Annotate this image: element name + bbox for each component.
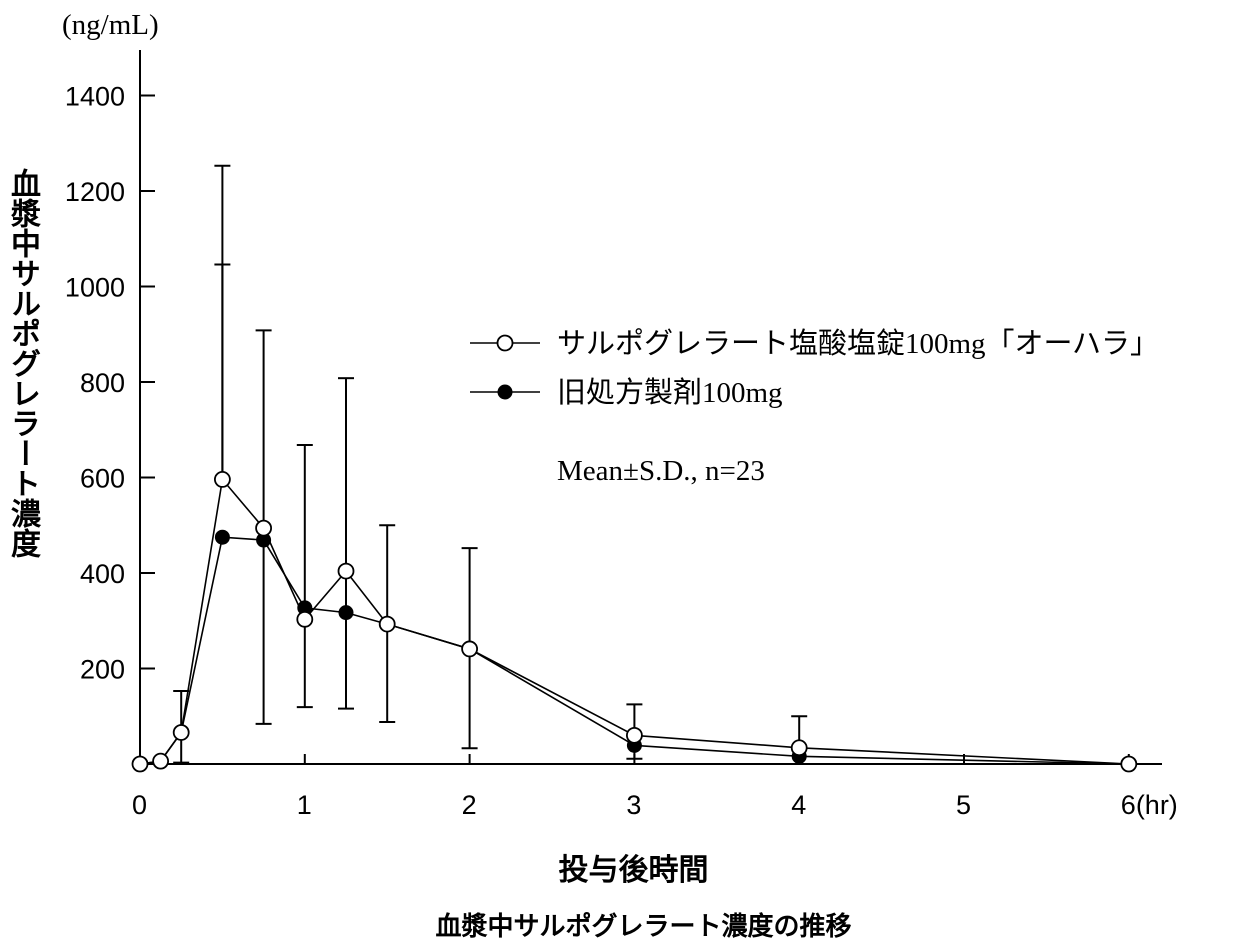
x-axis-title: 投与後時間 [558,853,709,888]
legend-label-reference: 旧処方製剤100mg [557,376,783,409]
caption: 血漿中サルポグレラート濃度の推移 [435,912,852,942]
y-tick-label: 1200 [65,177,125,207]
x-tick-label: 2 [462,790,477,820]
y-axis-title: 血漿中サルポグレラート濃度 [5,168,40,558]
y-tick-label: 1000 [65,273,125,303]
x-axis-title-wrap: 投与後時間 [0,845,1247,889]
data-point-open [172,724,190,741]
data-point-filled [297,600,313,616]
legend-label-test: サルポグレラート塩酸塩錠100mg「オーハラ」 [557,327,1159,360]
x-tick-label: 4 [791,790,806,820]
x-tick-label: 3 [626,790,641,820]
data-point-open [337,562,355,580]
data-point-filled [256,532,272,548]
data-point-open [255,519,273,537]
data-point-filled [214,529,230,545]
data-point-open [626,726,643,744]
data-point-open [296,610,314,628]
x-tick-label: 0 [132,790,147,820]
legend-item-test: サルポグレラート塩酸塩錠100mg「オーハラ」 [470,327,1159,360]
tick-labels: 200 400 600 800 1000 1200 1400 0 1 2 3 4 5 6(hr) [65,82,1178,821]
y-tick-label: 200 [80,655,125,685]
data-point-filled [338,605,354,621]
legend: サルポグレラート塩酸塩錠100mg「オーハラ」 旧処方製剤100mg [470,327,1159,409]
series-markers [131,471,1138,773]
y-tick-label: 400 [80,559,125,589]
y-tick-label: 1400 [65,82,125,112]
data-point-open [213,471,231,488]
data-point-open [1120,755,1138,773]
data-point-open [461,640,479,658]
data-point-open [152,752,170,770]
x-tick-label: 1 [297,790,312,820]
caption-wrap: 血漿中サルポグレラート濃度の推移 [0,906,1247,943]
x-tick-label: 5 [956,790,971,820]
y-tick-label: 800 [80,368,125,398]
y-unit-label: (ng/mL) [62,9,159,41]
data-point-open [131,755,149,773]
legend-item-reference: 旧処方製剤100mg [470,376,783,409]
legend-open-circle-icon [496,334,514,352]
x-tick-label: 6(hr) [1121,790,1178,820]
data-point-open [790,739,808,757]
data-point-open [378,615,396,633]
y-tick-label: 600 [80,464,125,494]
legend-filled-circle-icon [497,384,513,400]
annotation: Mean±S.D., n=23 [557,455,765,487]
